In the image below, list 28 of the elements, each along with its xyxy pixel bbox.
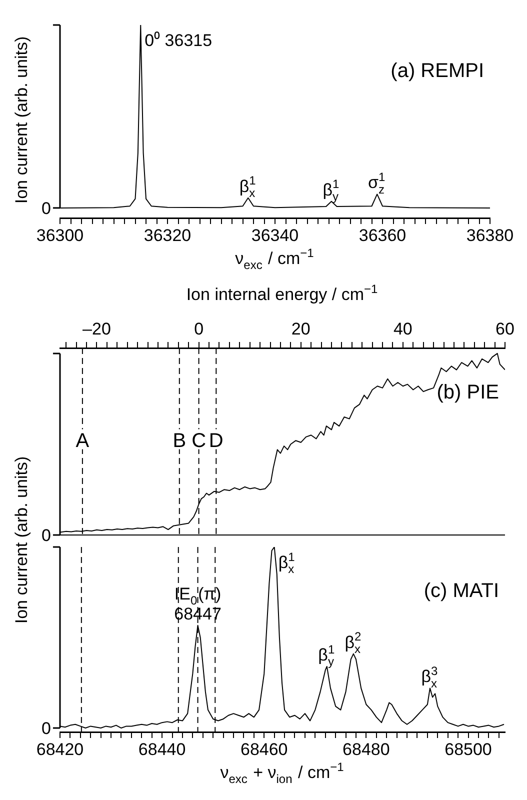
x-tick-label: 68440: [138, 740, 186, 759]
annotation: 0⁰ 36315: [144, 31, 212, 50]
ref-line-label: C: [192, 430, 206, 452]
y-axis-title: Ion current (arb. units): [12, 36, 32, 204]
annotation: (b) PIE: [436, 381, 500, 404]
y-axis-title: Ion current (arb. units): [12, 456, 32, 624]
x-tick-label: 0: [194, 319, 204, 338]
x-tick-label: 36340: [251, 226, 299, 245]
text: 0: [42, 719, 52, 738]
x-tick-label: 68420: [36, 740, 84, 759]
x-tick-label: 20: [291, 319, 310, 338]
annotation: (a) REMPI: [390, 60, 484, 82]
text: 0: [42, 198, 52, 218]
x-tick-label: 36320: [144, 226, 192, 245]
x-tick-label: 40: [393, 319, 412, 338]
x-tick-label: 36300: [36, 226, 84, 245]
x-tick-label: 68500: [444, 740, 492, 759]
x-tick-label: 36360: [358, 226, 406, 245]
ref-line-label: D: [208, 430, 224, 452]
x-tick-label: –20: [82, 319, 111, 338]
text: 0: [42, 526, 52, 545]
x-tick-label: 68460: [240, 740, 288, 759]
x-tick-label: 68480: [342, 740, 390, 759]
x-tick-label: 36380: [466, 226, 514, 245]
x-tick-label: 60: [496, 319, 514, 338]
ref-line-label: B: [172, 430, 186, 452]
annotation: (c) MATI: [424, 580, 500, 602]
ref-line-label: A: [76, 430, 90, 452]
